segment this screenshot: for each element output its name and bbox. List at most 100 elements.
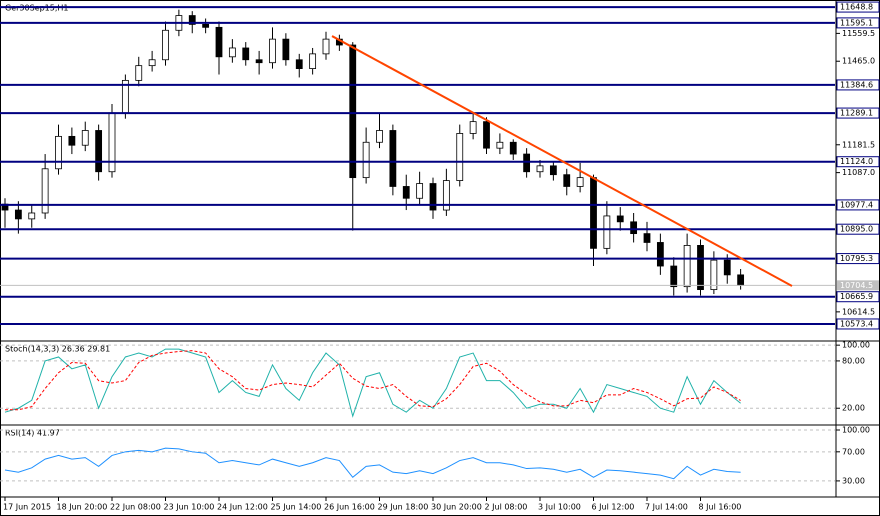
- candle-body: [737, 274, 745, 286]
- current-price-label: 10704.5: [840, 281, 873, 290]
- candle-body: [81, 130, 89, 146]
- candle-body: [670, 265, 678, 288]
- y-tick-label: 100.00: [842, 341, 870, 350]
- candle-body: [349, 44, 357, 179]
- level-label: 11124.0: [840, 157, 873, 166]
- level-label-box: [836, 318, 880, 330]
- candle-body: [14, 209, 22, 220]
- y-tick-label: 80.00: [842, 356, 865, 365]
- level-label-box: [836, 107, 880, 119]
- x-tick-label: 8 Jul 16:00: [699, 503, 742, 512]
- level-label-box: [836, 156, 880, 168]
- level-label: 11648.8: [840, 3, 873, 12]
- candle-body: [509, 141, 517, 155]
- x-tick-label: 17 Jun 2015: [3, 503, 51, 512]
- y-tick-label: 11181.5: [842, 140, 875, 149]
- level-label: 11289.1: [840, 109, 873, 118]
- candle-body: [483, 121, 490, 149]
- x-tick-label: 23 Jun 10:00: [164, 503, 215, 512]
- y-tick-label: 100.00: [842, 426, 870, 435]
- current-price-box: [837, 280, 879, 291]
- level-label-box: [836, 291, 880, 303]
- candle-body: [68, 135, 76, 146]
- candle-body: [630, 221, 638, 235]
- candle-body: [536, 165, 544, 173]
- candle-body: [402, 186, 410, 199]
- candle-body: [442, 180, 450, 211]
- y-tick-label: 10614.5: [842, 307, 875, 316]
- candle-body: [683, 245, 691, 288]
- x-tick-label: 29 Jun 18:00: [378, 503, 429, 512]
- candle-body: [429, 183, 437, 211]
- candle-body: [643, 233, 651, 243]
- level-label: 10573.4: [840, 319, 873, 328]
- candle-body: [389, 130, 397, 187]
- candle-body: [416, 183, 424, 199]
- candle-body: [656, 242, 664, 267]
- candle-body: [723, 259, 731, 276]
- x-tick-label: 24 Jun 12:00: [217, 503, 268, 512]
- level-label: 11595.1: [840, 18, 873, 27]
- candle-body: [135, 65, 143, 81]
- candle-body: [549, 165, 557, 176]
- candle-body: [202, 23, 210, 28]
- candle-body: [108, 112, 116, 173]
- indicator-line: [4, 447, 741, 480]
- candle-body: [469, 121, 477, 134]
- candle-body: [322, 38, 330, 55]
- candle-body: [576, 177, 584, 187]
- x-tick-label: 3 Jul 10:00: [538, 503, 581, 512]
- candle-body: [41, 168, 49, 214]
- indicator-line: [5, 350, 741, 411]
- level-label-box: [836, 1, 880, 13]
- x-tick-label: 25 Jun 14:00: [271, 503, 322, 512]
- candle-body: [456, 133, 464, 181]
- x-tick-label: 2 Jul 08:00: [485, 503, 528, 512]
- candle-body: [496, 141, 504, 149]
- indicator-line: [4, 348, 741, 418]
- candle-body: [162, 29, 169, 61]
- candle-body: [523, 153, 531, 173]
- stoch-title: Stoch(14,3,3) 26.36 29.81: [5, 345, 110, 354]
- candle-body: [228, 47, 236, 58]
- candle-body: [362, 141, 370, 179]
- candle-body: [295, 59, 303, 69]
- level-label-box: [836, 17, 880, 29]
- level-label: 10977.4: [840, 200, 873, 209]
- x-tick-label: 30 Jun 20:00: [431, 503, 482, 512]
- candle-body: [215, 26, 223, 58]
- level-label: 10895.0: [840, 225, 873, 234]
- trendline: [331, 35, 793, 287]
- candle-body: [255, 59, 263, 64]
- level-label-box: [836, 199, 880, 211]
- y-tick-label: 30.00: [842, 476, 865, 485]
- y-tick-label: 11465.0: [842, 57, 875, 66]
- x-tick-label: 22 Jun 08:00: [110, 503, 161, 512]
- candle-body: [309, 53, 317, 69]
- level-label-box: [836, 79, 880, 91]
- candle-body: [148, 59, 156, 67]
- candle-body: [188, 15, 196, 25]
- y-tick-label: 20.00: [842, 404, 865, 413]
- candle-body: [269, 38, 276, 64]
- y-tick-label: 11559.5: [842, 29, 875, 38]
- candle-body: [95, 130, 103, 173]
- x-tick-label: 6 Jul 12:00: [592, 503, 635, 512]
- candle-body: [563, 174, 571, 187]
- y-tick-label: 70.00: [842, 447, 865, 456]
- candle-body: [282, 38, 290, 61]
- y-tick-label: 11087.0: [842, 168, 875, 177]
- level-label-box: [836, 223, 880, 235]
- x-tick-label: 26 Jun 16:00: [324, 503, 375, 512]
- level-label: 11384.6: [840, 80, 873, 89]
- candle-body: [616, 215, 624, 223]
- level-label: 10665.9: [840, 292, 873, 301]
- level-label-box: [836, 253, 880, 265]
- candle-body: [55, 135, 62, 170]
- candle-body: [697, 245, 704, 291]
- candle-body: [590, 177, 597, 249]
- candle-body: [376, 130, 383, 143]
- rsi-title: RSI(14) 41.97: [5, 429, 60, 438]
- candle-body: [242, 47, 250, 61]
